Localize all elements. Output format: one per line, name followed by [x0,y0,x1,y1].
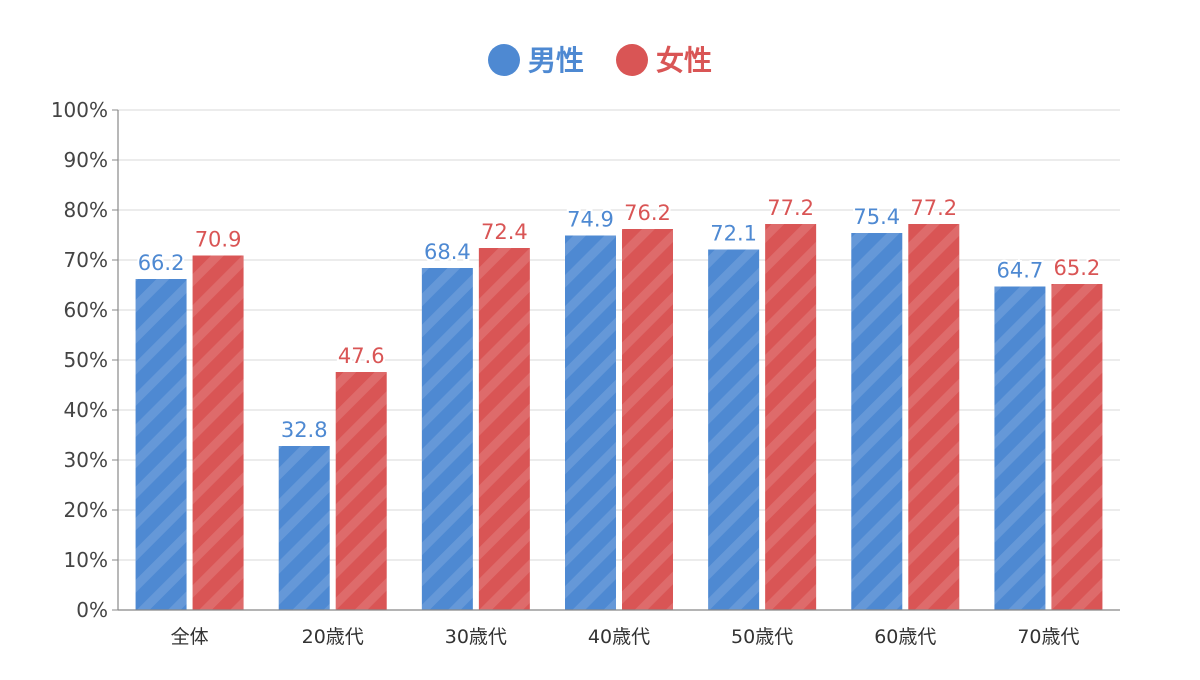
x-tick-label: 70歳代 [1017,626,1079,648]
bar-stripe-overlay [478,248,530,610]
y-tick-label: 0% [76,598,108,622]
data-label: 65.2 [1054,256,1101,280]
bar-stripe-overlay [135,279,187,610]
data-label: 72.1 [710,222,757,246]
bar-stripe-overlay [622,229,673,610]
grid-lines [118,109,1120,561]
bar-stripe-overlay [708,249,760,610]
x-tick-label: 20歳代 [302,626,364,648]
legend-marker [488,44,520,76]
bar-stripe-overlay [421,268,473,610]
y-tick-label: 20% [64,498,108,522]
y-tick-label: 30% [64,448,108,472]
y-tick-label: 10% [64,548,108,572]
data-label: 47.6 [338,344,385,368]
x-tick-label: 60歳代 [874,626,936,648]
data-label: 64.7 [997,259,1044,283]
bar-stripe-overlay [908,224,960,610]
data-label: 77.2 [767,196,814,220]
data-label: 66.2 [138,251,185,275]
bar-stripe-overlay [994,286,1046,610]
data-labels: 66.2 70.9 32.8 47.6 68.4 72.4 74.9 76.2 72.1 77.2… [136,194,1103,444]
x-tick-label: 40歳代 [588,626,650,648]
x-tick-label: 30歳代 [445,626,507,648]
data-label: 77.2 [910,196,957,220]
legend: 男性 女性 [488,44,712,77]
data-label: 70.9 [195,228,242,252]
bar-stripe-overlay [565,235,616,610]
bar-stripe-overlay [278,446,330,610]
legend-label: 女性 [656,44,712,77]
bars [135,224,1103,610]
y-tick-label: 80% [64,198,108,222]
data-label: 76.2 [624,201,671,225]
y-tick-label: 70% [64,248,108,272]
y-tick-label: 40% [64,398,108,422]
data-label: 32.8 [281,418,328,442]
x-tick-label: 全体 [171,626,209,648]
data-label: 74.9 [567,208,614,232]
bar-stripe-overlay [335,372,387,610]
legend-label: 男性 [528,44,584,77]
y-tick-label: 90% [64,148,108,172]
y-tick-label: 50% [64,348,108,372]
y-tick-label: 100% [51,98,108,122]
data-label: 72.4 [481,220,528,244]
bar-stripe-overlay [851,233,903,610]
data-label: 68.4 [424,240,471,264]
bar-stripe-overlay [192,255,244,610]
y-tick-label: 60% [64,298,108,322]
legend-marker [616,44,648,76]
data-label: 75.4 [853,205,900,229]
x-tick-label: 50歳代 [731,626,793,648]
bar-stripe-overlay [765,224,817,610]
bar-stripe-overlay [1051,284,1103,610]
axes: 0% 10% 20% 30% 40% 50% 60% 70% 80% 90% 100% 全体 20歳代 3… [51,98,1120,648]
